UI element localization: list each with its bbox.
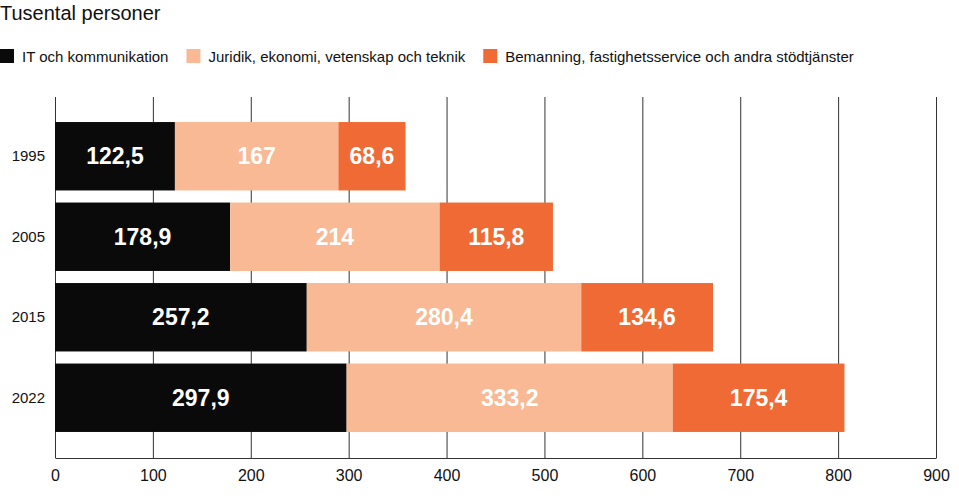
legend-label: Bemanning, fastighetsservice och andra s… [505,48,854,65]
y-axis: 1995 2005 2015 2022 [12,147,45,406]
bar [440,203,553,271]
bar [673,364,845,432]
bar [307,283,581,351]
bar [338,122,405,190]
tick-label: 2015 [12,308,45,325]
tick-label: 1995 [12,147,45,164]
data-label: 167 [237,143,275,169]
tick-label: 800 [825,467,852,484]
bar [55,203,230,271]
chart: Tusental personer IT och kommunikation Jur… [0,0,959,502]
data-label: 178,9 [114,224,172,250]
tick-label: 100 [140,467,167,484]
bar [55,283,307,351]
tick-label: 2005 [12,228,45,245]
tick-label: 900 [923,467,950,484]
legend-swatch [483,49,497,63]
axis-line [56,458,937,459]
data-label: 115,8 [468,224,524,250]
tick-label: 200 [238,467,265,484]
data-label: 297,9 [172,385,230,411]
legend: IT och kommunikation Juridik, ekonomi, ve… [0,48,854,65]
legend-label: Juridik, ekonomi, vetenskap och teknik [208,48,465,65]
data-label: 134,6 [618,304,676,330]
data-label: 122,5 [86,143,144,169]
legend-label: IT och kommunikation [22,48,168,65]
bar [347,364,673,432]
subtitle: Tusental personer [0,2,161,24]
bar [175,122,338,190]
tick-label: 300 [336,467,363,484]
grid-line [936,97,937,458]
tick: 1995 [12,147,45,164]
x-axis: 0 100 200 300 400 500 600 700 800 900 [51,97,950,484]
tick: 900 [923,97,950,484]
tick-label: 600 [629,467,656,484]
legend-swatch [186,49,200,63]
data-label: 257,2 [152,304,210,330]
bars [55,122,844,432]
tick: 2005 [12,228,45,245]
bar [230,203,439,271]
tick-label: 2022 [12,389,45,406]
tick-label: 400 [434,467,461,484]
data-label: 214 [316,224,355,250]
tick: 2022 [12,389,45,406]
bar [55,122,175,190]
data-label: 68,6 [350,143,395,169]
bar [55,364,347,432]
data-label: 280,4 [415,304,473,330]
tick-label: 500 [532,467,559,484]
tick: 2015 [12,308,45,325]
data-label: 333,2 [481,385,539,411]
tick-label: 700 [727,467,754,484]
bar [581,283,713,351]
tick-label: 0 [51,467,60,484]
legend-swatch [0,49,14,63]
data-labels: 122,5 167 68,6 178,9 214 115,8 257,2 280,4 134,6… [86,143,787,411]
data-label: 175,4 [730,385,788,411]
